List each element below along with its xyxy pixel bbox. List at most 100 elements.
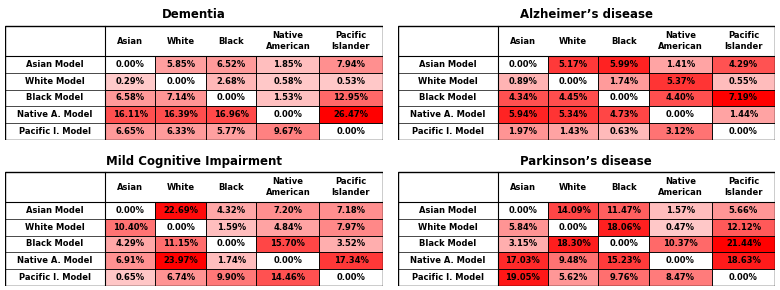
Text: 1.43%: 1.43% bbox=[558, 127, 588, 136]
Bar bbox=[206, 123, 257, 140]
Text: Native
American: Native American bbox=[265, 177, 310, 197]
Bar bbox=[257, 123, 320, 140]
Text: 12.12%: 12.12% bbox=[726, 223, 761, 232]
Bar bbox=[206, 252, 257, 269]
Text: 0.29%: 0.29% bbox=[115, 77, 145, 86]
Bar bbox=[649, 269, 712, 286]
Text: 3.52%: 3.52% bbox=[336, 240, 366, 249]
Text: 17.34%: 17.34% bbox=[334, 256, 368, 265]
Bar bbox=[649, 56, 712, 73]
Bar bbox=[320, 56, 382, 73]
Bar bbox=[105, 90, 155, 106]
Bar bbox=[498, 90, 548, 106]
Text: 1.53%: 1.53% bbox=[273, 93, 303, 102]
Bar bbox=[712, 90, 775, 106]
Bar bbox=[206, 56, 257, 73]
Text: 6.65%: 6.65% bbox=[115, 127, 145, 136]
Bar bbox=[649, 90, 712, 106]
Bar bbox=[320, 90, 382, 106]
Text: Asian: Asian bbox=[510, 182, 536, 191]
Text: 14.46%: 14.46% bbox=[271, 273, 306, 282]
Bar bbox=[206, 235, 257, 252]
Text: 7.20%: 7.20% bbox=[274, 206, 303, 215]
Text: Black: Black bbox=[218, 37, 244, 46]
Text: 0.00%: 0.00% bbox=[217, 93, 246, 102]
Bar bbox=[206, 202, 257, 219]
Text: 2.68%: 2.68% bbox=[217, 77, 246, 86]
Text: 18.06%: 18.06% bbox=[606, 223, 641, 232]
Text: 4.29%: 4.29% bbox=[729, 60, 758, 69]
Bar bbox=[548, 56, 598, 73]
Bar bbox=[155, 56, 206, 73]
Bar bbox=[105, 123, 155, 140]
Text: 8.47%: 8.47% bbox=[666, 273, 695, 282]
Text: 0.47%: 0.47% bbox=[666, 223, 695, 232]
Text: Black: Black bbox=[218, 182, 244, 191]
Text: 4.34%: 4.34% bbox=[509, 93, 537, 102]
Text: 16.96%: 16.96% bbox=[214, 110, 249, 119]
Text: White Model: White Model bbox=[417, 77, 477, 86]
Text: 7.14%: 7.14% bbox=[166, 93, 195, 102]
Text: 0.00%: 0.00% bbox=[336, 127, 365, 136]
Text: Mild Cognitive Impairment: Mild Cognitive Impairment bbox=[106, 155, 282, 168]
Bar bbox=[548, 252, 598, 269]
Bar bbox=[498, 56, 548, 73]
Text: 4.40%: 4.40% bbox=[666, 93, 695, 102]
Bar bbox=[398, 172, 775, 286]
Bar bbox=[155, 90, 206, 106]
Bar bbox=[712, 106, 775, 123]
Text: Asian Model: Asian Model bbox=[27, 60, 83, 69]
Bar bbox=[155, 219, 206, 235]
Bar bbox=[649, 202, 712, 219]
Text: Alzheimer’s disease: Alzheimer’s disease bbox=[519, 8, 653, 21]
Text: 4.84%: 4.84% bbox=[273, 223, 303, 232]
Text: 7.19%: 7.19% bbox=[729, 93, 758, 102]
Text: 21.44%: 21.44% bbox=[726, 240, 761, 249]
Bar bbox=[712, 123, 775, 140]
Text: Pacific I. Model: Pacific I. Model bbox=[19, 127, 91, 136]
Text: Black Model: Black Model bbox=[27, 240, 83, 249]
Bar bbox=[320, 219, 382, 235]
Text: 5.37%: 5.37% bbox=[666, 77, 695, 86]
Bar bbox=[498, 202, 548, 219]
Text: 6.74%: 6.74% bbox=[166, 273, 195, 282]
Text: Pacific
Islander: Pacific Islander bbox=[332, 177, 370, 197]
Text: 15.23%: 15.23% bbox=[606, 256, 641, 265]
Bar bbox=[320, 202, 382, 219]
Text: Pacific
Islander: Pacific Islander bbox=[332, 31, 370, 51]
Text: Asian: Asian bbox=[510, 37, 536, 46]
Text: 0.00%: 0.00% bbox=[666, 110, 695, 119]
Bar bbox=[649, 73, 712, 90]
Text: Native A. Model: Native A. Model bbox=[17, 256, 93, 265]
Text: 23.97%: 23.97% bbox=[163, 256, 198, 265]
Text: 5.84%: 5.84% bbox=[509, 223, 537, 232]
Bar bbox=[712, 269, 775, 286]
Text: White: White bbox=[559, 182, 587, 191]
Bar bbox=[598, 252, 649, 269]
Text: 0.00%: 0.00% bbox=[558, 77, 587, 86]
Bar bbox=[598, 90, 649, 106]
Bar bbox=[257, 106, 320, 123]
Text: 1.59%: 1.59% bbox=[217, 223, 246, 232]
Bar bbox=[206, 269, 257, 286]
Bar bbox=[105, 219, 155, 235]
Bar bbox=[320, 235, 382, 252]
Bar bbox=[320, 269, 382, 286]
Text: White: White bbox=[167, 37, 195, 46]
Text: 0.00%: 0.00% bbox=[115, 60, 145, 69]
Bar bbox=[257, 202, 320, 219]
Bar bbox=[320, 252, 382, 269]
Text: 0.58%: 0.58% bbox=[274, 77, 303, 86]
Bar bbox=[320, 106, 382, 123]
Bar bbox=[548, 90, 598, 106]
Text: 0.00%: 0.00% bbox=[729, 127, 758, 136]
Bar bbox=[155, 252, 206, 269]
Text: 1.97%: 1.97% bbox=[509, 127, 537, 136]
Text: 5.34%: 5.34% bbox=[558, 110, 588, 119]
Bar bbox=[155, 73, 206, 90]
Bar bbox=[320, 73, 382, 90]
Text: 0.00%: 0.00% bbox=[558, 223, 587, 232]
Text: Black: Black bbox=[611, 37, 636, 46]
Bar bbox=[598, 73, 649, 90]
Text: Native
American: Native American bbox=[265, 31, 310, 51]
